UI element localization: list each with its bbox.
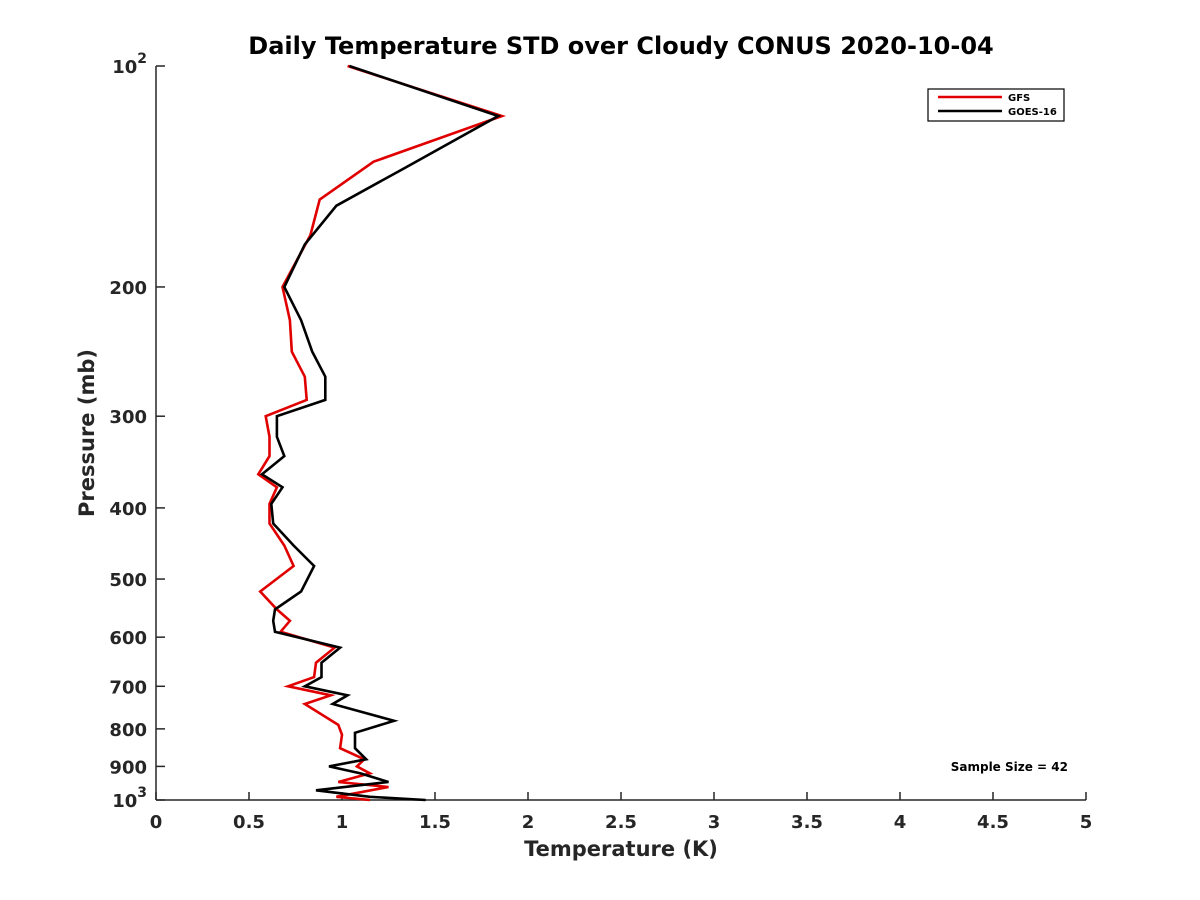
- x-tick-label: 4.5: [977, 812, 1009, 833]
- y-tick-label: 900: [109, 757, 147, 778]
- y-tick-label: 600: [109, 628, 147, 649]
- series-line-goes-16: [259, 64, 502, 802]
- legend-label: GFS: [1008, 93, 1030, 104]
- x-tick-label: 2: [522, 812, 535, 833]
- sample-size-annotation: Sample Size = 42: [951, 760, 1068, 774]
- y-tick-label: 300: [109, 407, 147, 428]
- series-layer: [256, 64, 507, 802]
- x-tick-label: 3.5: [791, 812, 823, 833]
- legend-box: [927, 88, 1065, 122]
- y-tick-base: 10: [112, 57, 137, 78]
- y-tick-exponent: 3: [137, 785, 147, 801]
- legend: GFS GOES-16: [927, 88, 1065, 122]
- series-line-gfs: [256, 64, 507, 802]
- x-ticks: 0 0.5 1 1.5 2 2.5 3 3.5 4 4.5 5: [150, 792, 1093, 833]
- y-tick-label: 400: [109, 499, 147, 520]
- chart-title: Daily Temperature STD over Cloudy CONUS …: [248, 32, 993, 60]
- legend-label: GOES-16: [1008, 107, 1057, 118]
- x-tick-label: 1.5: [419, 812, 451, 833]
- x-tick-label: 4: [894, 812, 907, 833]
- x-axis-label: Temperature (K): [524, 837, 718, 861]
- x-tick-label: 2.5: [605, 812, 637, 833]
- x-tick-label: 1: [336, 812, 349, 833]
- y-axis-label: Pressure (mb): [75, 349, 99, 517]
- x-tick-label: 0: [150, 812, 163, 833]
- x-tick-label: 3: [708, 812, 721, 833]
- y-tick-label: 500: [109, 570, 147, 591]
- y-tick-base: 10: [112, 791, 137, 812]
- y-tick-label: 200: [109, 278, 147, 299]
- y-tick-label: 103: [112, 785, 147, 812]
- y-tick-label: 102: [112, 51, 147, 78]
- y-tick-exponent: 2: [137, 51, 147, 67]
- x-tick-label: 5: [1080, 812, 1093, 833]
- y-tick-label: 800: [109, 720, 147, 741]
- y-tick-label: 700: [109, 677, 147, 698]
- x-tick-label: 0.5: [233, 812, 265, 833]
